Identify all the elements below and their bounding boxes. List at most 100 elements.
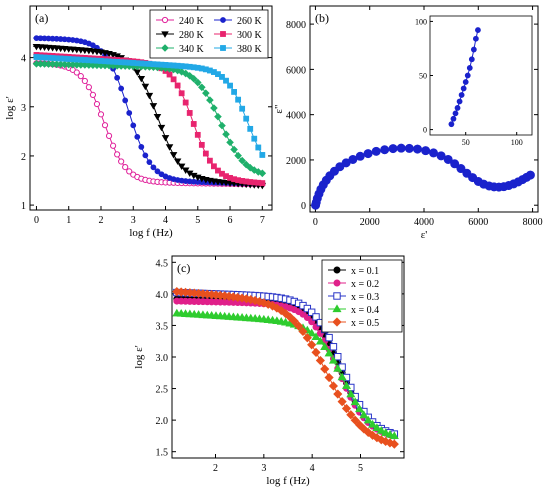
data-point (122, 97, 129, 104)
data-point (234, 151, 242, 160)
inset-point (470, 46, 477, 53)
data-point (186, 110, 193, 116)
series-5 (33, 54, 266, 158)
panel-label: (b) (315, 11, 329, 25)
data-point (137, 75, 146, 83)
data-point (334, 353, 342, 361)
data-point (324, 372, 334, 383)
inset-y-tick-label: 100 (415, 17, 427, 26)
y-tick-label: 2 (21, 152, 26, 163)
data-point (376, 426, 386, 434)
plot-frame (29, 5, 273, 211)
inset-x-tick-label: 100 (511, 138, 523, 147)
data-point (226, 138, 234, 147)
data-point (341, 381, 352, 389)
data-point (346, 410, 356, 420)
data-point (126, 168, 133, 175)
data-point (230, 145, 238, 154)
inset-point (462, 79, 469, 85)
inset-point (460, 85, 467, 92)
data-point (133, 69, 142, 76)
data-point (153, 114, 162, 121)
x-tick-label: 4000 (414, 217, 434, 228)
y-tick-label: 1 (21, 201, 26, 212)
data-point (194, 131, 201, 138)
legend-marker (220, 45, 226, 51)
inset-point (458, 92, 465, 98)
legend-label: x = 0.3 (351, 292, 379, 303)
data-point (193, 78, 202, 87)
legend-marker (332, 317, 342, 327)
x-tick-label: 6000 (468, 217, 488, 228)
data-point (93, 100, 101, 108)
y-tick-label: 3.5 (156, 321, 169, 332)
x-tick-label: 1 (66, 215, 71, 226)
data-point (138, 144, 145, 150)
panel-b: 0 2000 4000 6000 8000 0 2000 4000 6000 8000 ε' ε" (b… (273, 5, 543, 241)
data-point (89, 91, 97, 98)
legend-marker (220, 17, 226, 23)
x-axis-title: ε' (421, 229, 428, 241)
data-point (145, 92, 154, 100)
data-point (114, 74, 121, 81)
x-tick-label: 6 (228, 215, 233, 226)
panel-label: (a) (35, 11, 48, 25)
legend-marker (333, 279, 341, 287)
data-point (235, 96, 242, 103)
inset-x-tick-label: 50 (462, 138, 470, 147)
y-tick-label: 4000 (286, 111, 306, 122)
data-point (456, 164, 466, 174)
data-point (302, 333, 312, 343)
series-3 (33, 52, 266, 186)
data-point (389, 431, 399, 440)
data-point (202, 150, 209, 157)
y-tick-label: 4 (21, 54, 26, 65)
data-point (337, 372, 347, 381)
data-point (428, 148, 438, 158)
y-axis-title: ε" (273, 104, 285, 113)
inset-y-tick-label: 50 (419, 72, 427, 81)
inset-point (450, 115, 457, 122)
data-point (359, 410, 369, 419)
data-point (325, 333, 333, 342)
data-point (412, 144, 422, 154)
data-point (177, 163, 186, 171)
x-axis-title: log f (Hz) (266, 475, 310, 487)
inset-y-tick-label: 0 (423, 126, 427, 135)
x-tick-label: 3 (261, 463, 266, 474)
data-point (380, 145, 390, 155)
x-tick-label: 3 (131, 215, 136, 226)
data-point (150, 164, 157, 171)
inset-point (475, 27, 481, 33)
data-point (223, 77, 229, 84)
legend-label: 380 K (237, 44, 263, 55)
data-point (222, 130, 230, 139)
data-point (238, 156, 246, 165)
data-point (436, 151, 446, 161)
x-axis-title: log f (Hz) (129, 227, 173, 239)
data-point (109, 142, 117, 149)
data-point (276, 305, 286, 316)
data-point (227, 82, 233, 89)
data-point (173, 158, 182, 165)
data-point (182, 99, 189, 106)
inset-point (472, 35, 479, 42)
data-point (267, 301, 278, 311)
y-tick-label: 0 (301, 201, 306, 212)
data-point (141, 83, 150, 91)
data-point (381, 428, 391, 436)
x-tick-label: 8000 (523, 217, 543, 228)
data-point (146, 159, 153, 166)
x-tick-label: 7 (260, 215, 265, 226)
panel-label: (c) (177, 261, 190, 275)
legend-marker (220, 31, 226, 37)
y-tick-label: 4.5 (156, 258, 169, 269)
data-point (303, 304, 312, 313)
data-point (215, 167, 221, 174)
data-point (97, 111, 105, 118)
data-point (73, 69, 80, 76)
data-point (363, 427, 373, 437)
data-point (210, 104, 218, 112)
data-point (231, 89, 237, 95)
data-point (450, 159, 460, 169)
